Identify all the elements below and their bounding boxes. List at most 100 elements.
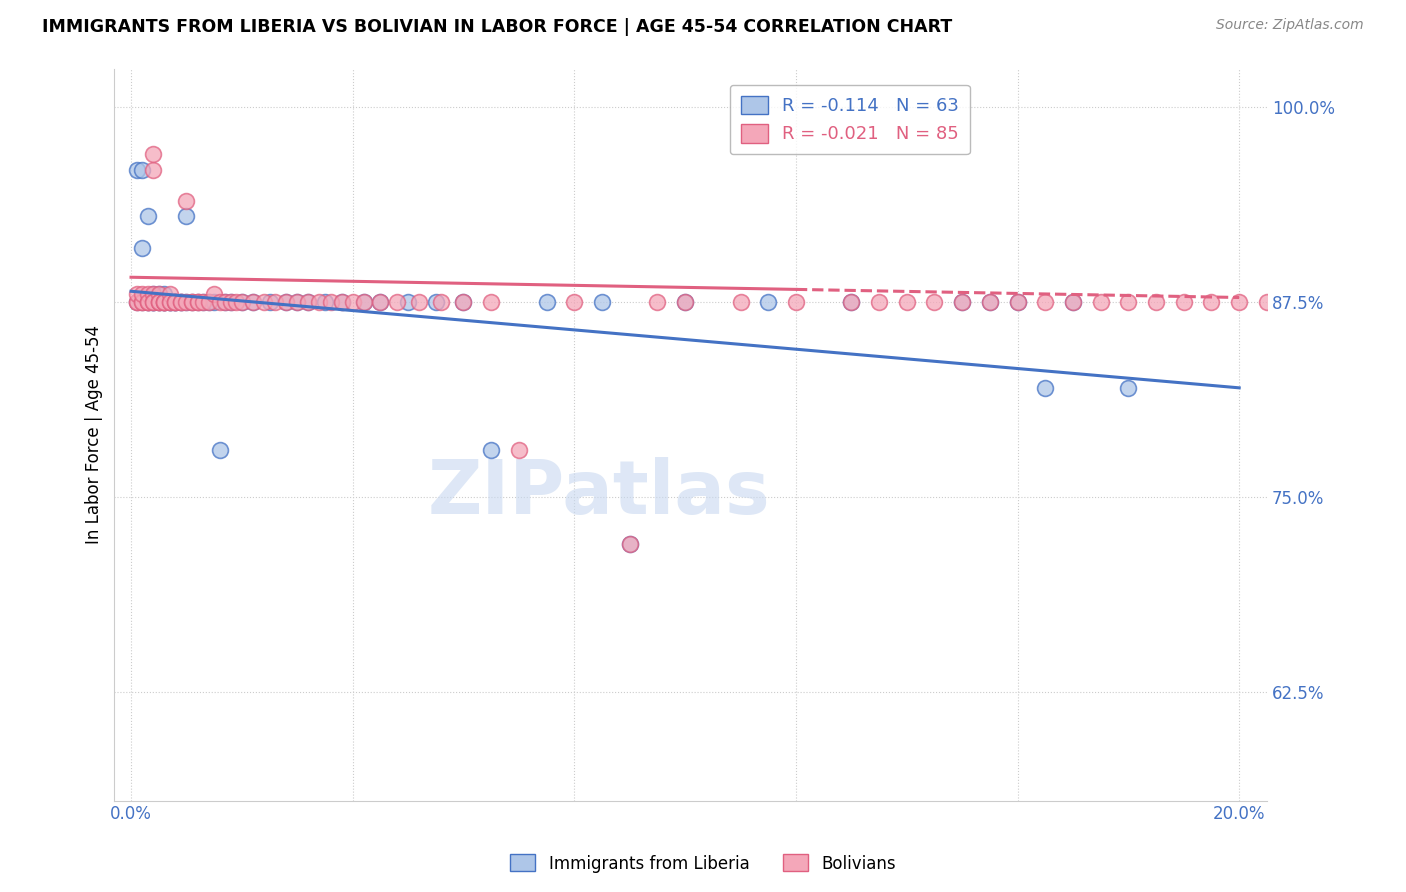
Point [591, 295, 613, 310]
Point [142, 295, 165, 310]
Point [202, 287, 225, 301]
Point [165, 295, 187, 310]
Point [125, 295, 148, 310]
Legend: Immigrants from Liberia, Bolivians: Immigrants from Liberia, Bolivians [503, 847, 903, 880]
Point [202, 295, 225, 310]
Point [308, 295, 330, 310]
Point [285, 295, 308, 310]
Point [181, 295, 204, 310]
Point [479, 443, 502, 458]
Point [136, 295, 159, 310]
Point [148, 295, 170, 310]
Point [673, 295, 696, 310]
Point [1256, 295, 1278, 310]
Point [979, 295, 1001, 310]
Point [186, 295, 208, 310]
Point [159, 295, 181, 310]
Y-axis label: In Labor Force | Age 45-54: In Labor Force | Age 45-54 [86, 325, 103, 544]
Point [1033, 295, 1056, 310]
Point [170, 295, 193, 310]
Point [131, 295, 153, 310]
Point [142, 287, 165, 301]
Point [264, 295, 287, 310]
Point [142, 295, 165, 310]
Point [276, 295, 298, 310]
Point [159, 295, 181, 310]
Point [231, 295, 253, 310]
Text: Source: ZipAtlas.com: Source: ZipAtlas.com [1216, 18, 1364, 32]
Point [619, 536, 641, 550]
Point [142, 295, 165, 310]
Point [153, 295, 176, 310]
Point [142, 287, 165, 301]
Point [131, 295, 153, 310]
Point [142, 295, 165, 310]
Point [242, 295, 264, 310]
Point [197, 295, 219, 310]
Point [153, 295, 176, 310]
Point [1227, 295, 1250, 310]
Point [148, 295, 170, 310]
Point [214, 295, 236, 310]
Point [136, 295, 159, 310]
Point [1062, 295, 1084, 310]
Point [170, 295, 193, 310]
Point [125, 295, 148, 310]
Point [285, 295, 308, 310]
Point [136, 210, 159, 224]
Point [136, 287, 159, 301]
Point [176, 295, 198, 310]
Point [131, 295, 153, 310]
Point [785, 295, 807, 310]
Point [330, 295, 353, 310]
Point [868, 295, 890, 310]
Point [170, 295, 193, 310]
Point [142, 147, 165, 161]
Point [153, 295, 176, 310]
Point [1033, 381, 1056, 395]
Point [479, 295, 502, 310]
Point [1062, 295, 1084, 310]
Point [562, 295, 585, 310]
Point [148, 287, 170, 301]
Point [165, 295, 187, 310]
Point [453, 295, 475, 310]
Point [408, 295, 430, 310]
Point [191, 295, 214, 310]
Text: ZIPatlas: ZIPatlas [427, 457, 769, 530]
Point [1201, 295, 1223, 310]
Point [131, 287, 153, 301]
Point [259, 295, 281, 310]
Legend: R = -0.114   N = 63, R = -0.021   N = 85: R = -0.114 N = 63, R = -0.021 N = 85 [730, 85, 970, 154]
Point [370, 295, 392, 310]
Point [153, 287, 176, 301]
Point [430, 295, 453, 310]
Point [142, 162, 165, 177]
Point [142, 295, 165, 310]
Point [841, 295, 863, 310]
Point [186, 295, 208, 310]
Point [165, 295, 187, 310]
Point [1007, 295, 1029, 310]
Point [181, 295, 204, 310]
Point [924, 295, 946, 310]
Point [159, 295, 181, 310]
Point [208, 443, 231, 458]
Point [231, 295, 253, 310]
Point [219, 295, 242, 310]
Point [950, 295, 973, 310]
Point [136, 295, 159, 310]
Point [191, 295, 214, 310]
Point [319, 295, 342, 310]
Point [1090, 295, 1112, 310]
Point [370, 295, 392, 310]
Point [125, 162, 148, 177]
Point [148, 295, 170, 310]
Point [253, 295, 276, 310]
Point [153, 295, 176, 310]
Point [181, 295, 204, 310]
Point [536, 295, 558, 310]
Point [176, 210, 198, 224]
Point [242, 295, 264, 310]
Point [297, 295, 319, 310]
